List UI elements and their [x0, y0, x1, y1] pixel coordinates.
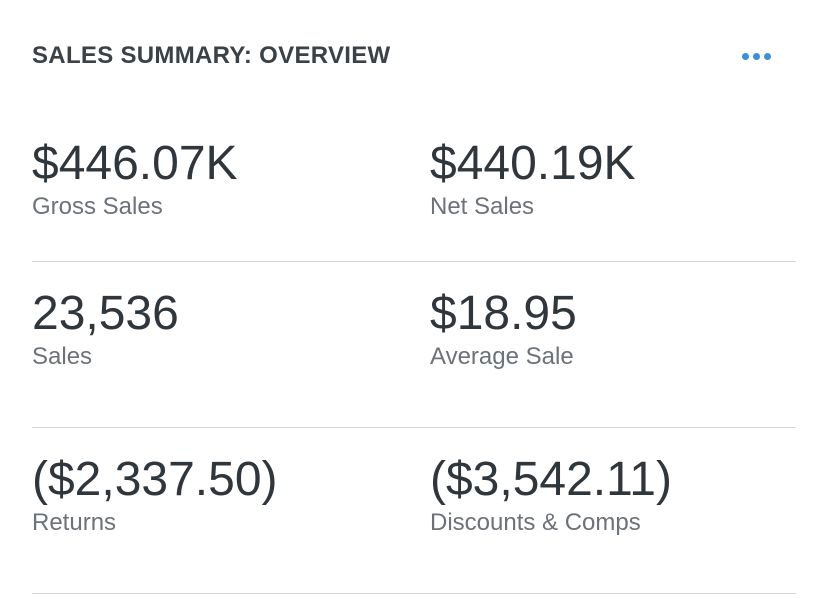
- stat-discounts-comps: ($3,542.11) Discounts & Comps: [430, 452, 672, 538]
- stats-row-1: $446.07K Gross Sales $440.19K Net Sales: [32, 112, 796, 262]
- stat-label: Gross Sales: [32, 193, 163, 220]
- stat-value: $18.95: [430, 287, 577, 340]
- stat-value: $440.19K: [430, 137, 636, 190]
- stat-label: Sales: [32, 343, 93, 370]
- stat-value: $446.07K: [32, 137, 238, 190]
- stat-value: ($3,542.11): [430, 453, 672, 506]
- stat-average-sale: $18.95 Average Sale: [430, 286, 577, 372]
- stat-value: 23,536: [32, 287, 179, 340]
- stat-label: Average Sale: [430, 343, 574, 370]
- ellipsis-horizontal-icon: [763, 52, 771, 60]
- card-title: SALES SUMMARY: OVERVIEW: [32, 42, 391, 69]
- stats-row-2: 23,536 Sales $18.95 Average Sale: [32, 262, 796, 428]
- card-header: SALES SUMMARY: OVERVIEW: [32, 0, 796, 112]
- stat-gross-sales: $446.07K Gross Sales: [32, 136, 238, 222]
- stat-net-sales: $440.19K Net Sales: [430, 136, 636, 222]
- stat-sales: 23,536 Sales: [32, 286, 179, 372]
- ellipsis-horizontal-icon: [741, 52, 749, 60]
- stat-value: ($2,337.50): [32, 453, 278, 506]
- stat-label: Returns: [32, 509, 117, 536]
- stats-row-3: ($2,337.50) Returns ($3,542.11) Discount…: [32, 428, 796, 594]
- more-options-button[interactable]: [736, 44, 776, 68]
- stat-label: Net Sales: [430, 193, 535, 220]
- stat-returns: ($2,337.50) Returns: [32, 452, 278, 538]
- ellipsis-horizontal-icon: [752, 52, 760, 60]
- stat-label: Discounts & Comps: [430, 509, 641, 536]
